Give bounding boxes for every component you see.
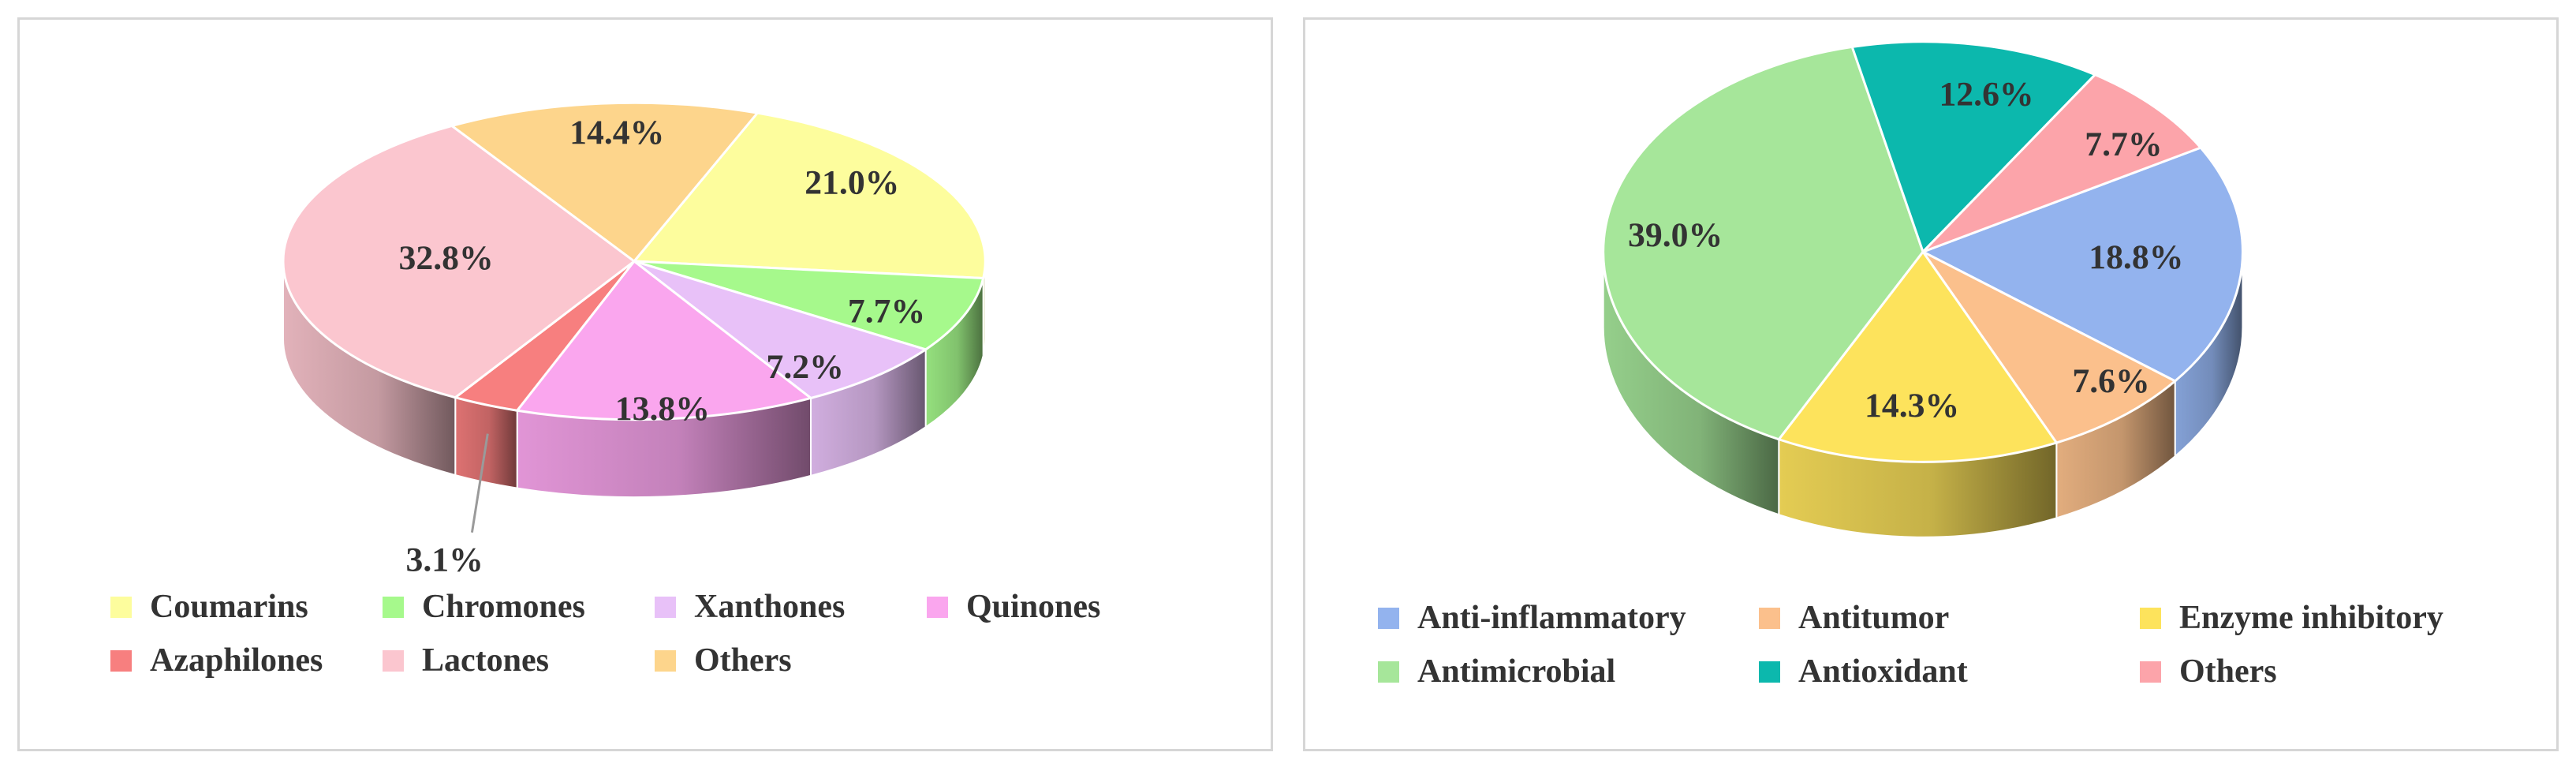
pie-chart-bioactivities: 18.8% 7.6% 14.3% 39.0% 12.6% 7.7% bbox=[1602, 40, 2244, 538]
legend-swatch bbox=[110, 596, 132, 618]
pie-slice-others bbox=[1921, 73, 2203, 253]
legend-item-chromones: Chromones bbox=[383, 588, 655, 626]
legend-item-others: Others bbox=[655, 642, 927, 679]
data-label-antitumor: 7.6% bbox=[2072, 362, 2149, 400]
legend-swatch bbox=[383, 596, 404, 618]
legend-item-enzyme-inhibitory: Enzyme inhibitory bbox=[2140, 599, 2521, 637]
legend-swatch bbox=[1759, 661, 1780, 683]
legend-label: Lactones bbox=[422, 642, 549, 679]
legend-bioactivities: Anti-inflammatory Antitumor Enzyme inhibit… bbox=[1305, 599, 2556, 691]
legend-swatch bbox=[1759, 607, 1780, 629]
legend-swatch bbox=[655, 596, 676, 618]
data-label-anti-inflammatory: 18.8% bbox=[2089, 238, 2183, 276]
chart-panel-compound-classes: 21.0% 7.7% 7.2% 13.8% 3.1% 32.8% 14.4% Coumari… bbox=[17, 17, 1273, 751]
legend-item-coumarins: Coumarins bbox=[110, 588, 383, 626]
legend-label: Anti-inflammatory bbox=[1417, 600, 1686, 636]
data-label-coumarins: 21.0% bbox=[805, 164, 899, 202]
legend-swatch bbox=[2140, 607, 2161, 629]
pie-slice-chromones bbox=[633, 260, 985, 351]
pie-slice-antitumor bbox=[1921, 250, 2178, 444]
data-label-quinones: 13.8% bbox=[615, 390, 710, 428]
legend-item-antimicrobial: Antimicrobial bbox=[1378, 653, 1759, 691]
data-label-lactones: 32.8% bbox=[399, 239, 494, 277]
legend-item-antioxidant: Antioxidant bbox=[1759, 653, 2140, 691]
pie-chart-compound-classes: 21.0% 7.7%7.2% 13.8% 3.1% 32.8% 14.4% bbox=[282, 101, 987, 579]
legend-swatch bbox=[927, 596, 948, 618]
pie-slice-antimicrobial bbox=[1602, 45, 1925, 441]
data-label-azaphilones: 3.1% bbox=[405, 541, 483, 579]
data-label-antimicrobial: 39.0% bbox=[1628, 216, 1723, 254]
legend-item-quinones: Quinones bbox=[927, 588, 1199, 626]
data-label-chromones: 7.7% bbox=[848, 293, 925, 331]
legend-label: Antimicrobial bbox=[1417, 653, 1616, 690]
legend-label: Xanthones bbox=[694, 589, 846, 625]
chart-panel-bioactivities: 18.8% 7.6% 14.3% 39.0% 12.6% 7.7% Anti-inflam… bbox=[1303, 17, 2559, 751]
legend-label: Others bbox=[2179, 653, 2277, 690]
pie-slice-lactones bbox=[282, 124, 637, 399]
data-label-others: 7.7% bbox=[2085, 125, 2162, 163]
legend-label: Quinones bbox=[966, 589, 1101, 625]
pie-slice-others bbox=[449, 101, 760, 264]
pie-slice-enzyme-inhibitory bbox=[1776, 249, 2059, 463]
data-label-antioxidant: 12.6% bbox=[1939, 75, 2033, 113]
pie-slice-coumarins bbox=[632, 111, 987, 280]
legend-swatch bbox=[655, 649, 676, 672]
legend-label: Antioxidant bbox=[1798, 653, 1968, 690]
legend-label: Chromones bbox=[422, 589, 585, 625]
leader-line-azaphilones bbox=[470, 433, 489, 533]
legend-label: Azaphilones bbox=[150, 642, 323, 679]
legend-item-anti-inflammatory: Anti-inflammatory bbox=[1378, 599, 1759, 637]
legend-item-azaphilones: Azaphilones bbox=[110, 642, 383, 679]
legend-label: Others bbox=[694, 642, 792, 679]
pie-slice-quinones bbox=[514, 259, 814, 421]
legend-swatch bbox=[110, 649, 132, 672]
pie-slice-anti-inflammatory bbox=[1920, 146, 2244, 383]
pie-slice-antioxidant bbox=[1850, 40, 2097, 254]
legend-label: Enzyme inhibitory bbox=[2179, 600, 2443, 636]
data-label-others: 14.4% bbox=[569, 114, 664, 152]
pie-slice-xanthones bbox=[633, 260, 929, 400]
pie-side-walls bbox=[1602, 252, 2244, 538]
legend-item-xanthones: Xanthones bbox=[655, 588, 927, 626]
data-label-enzyme-inhibitory: 14.3% bbox=[1865, 387, 1959, 425]
legend-item-antitumor: Antitumor bbox=[1759, 599, 2140, 637]
legend-item-others: Others bbox=[2140, 653, 2521, 691]
legend-swatch bbox=[383, 649, 404, 672]
legend-compound-classes: Coumarins Chromones Xanthones Quinones Azaph… bbox=[20, 588, 1271, 679]
legend-label: Coumarins bbox=[150, 589, 308, 625]
legend-label: Antitumor bbox=[1798, 600, 1950, 636]
data-label-xanthones: 7.2% bbox=[767, 348, 844, 386]
legend-item-lactones: Lactones bbox=[383, 642, 655, 679]
legend-swatch bbox=[1378, 607, 1399, 629]
legend-swatch bbox=[1378, 661, 1399, 683]
legend-swatch bbox=[2140, 661, 2161, 683]
